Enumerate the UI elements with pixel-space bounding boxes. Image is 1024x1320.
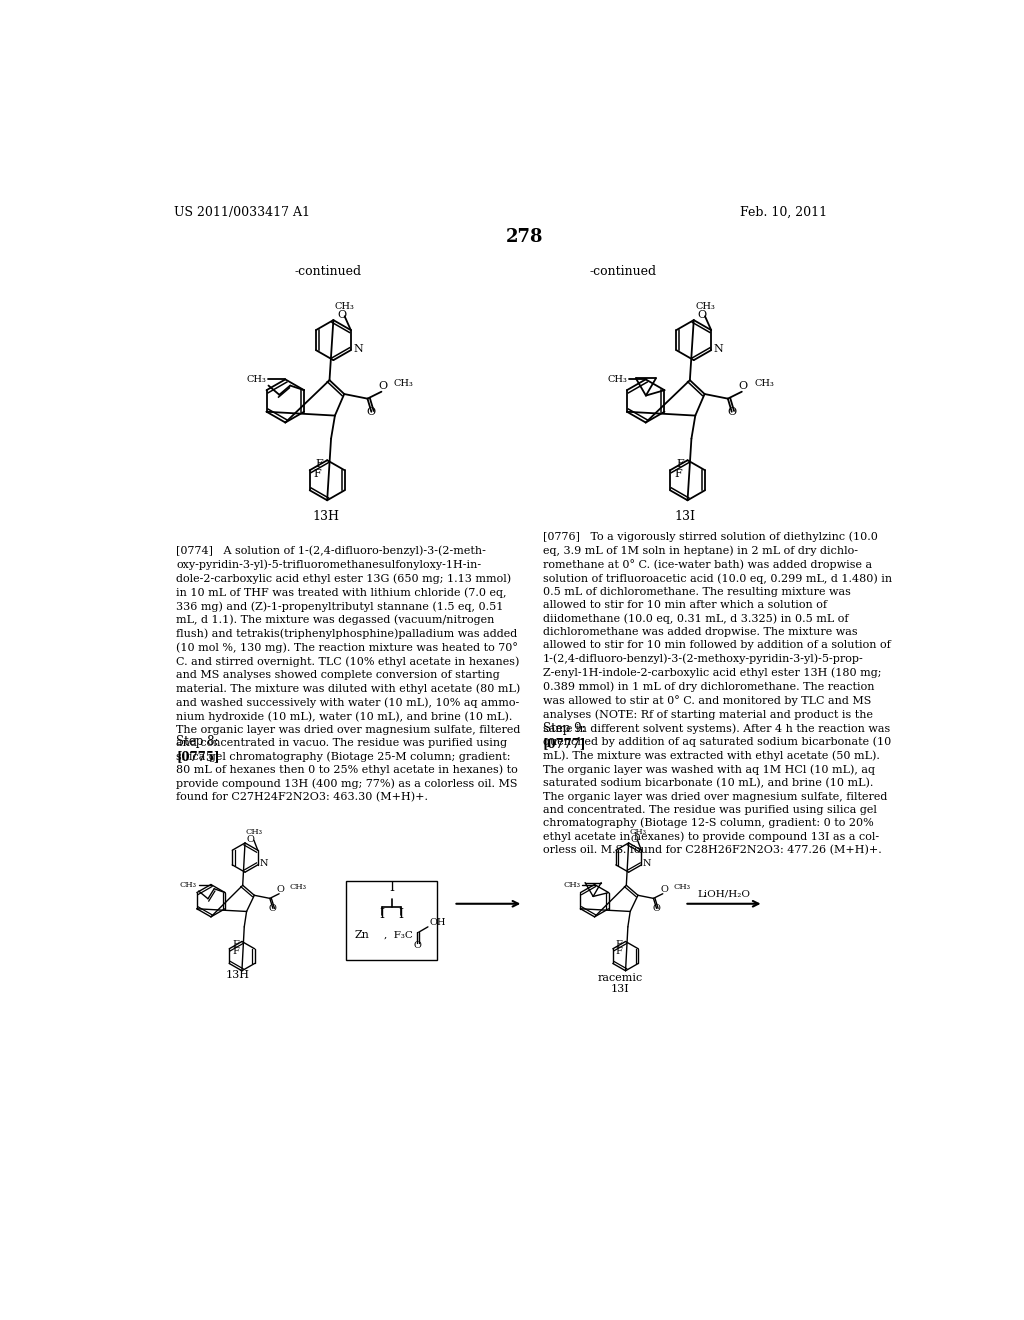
Text: 13H: 13H (226, 970, 250, 981)
Text: CH₃: CH₃ (290, 883, 307, 891)
Text: F: F (676, 459, 684, 469)
Text: CH₃: CH₃ (755, 379, 774, 388)
Text: CH₃: CH₃ (394, 379, 414, 388)
Text: racemic: racemic (597, 973, 643, 983)
Text: -continued: -continued (589, 265, 656, 279)
Text: O: O (727, 407, 736, 417)
Text: -continued: -continued (295, 265, 361, 279)
Text: CH₃: CH₃ (563, 880, 581, 888)
Text: [0777]: [0777] (543, 738, 586, 751)
Text: O: O (337, 310, 346, 319)
Text: F: F (232, 948, 240, 956)
Text: I: I (380, 908, 385, 920)
Text: O: O (631, 834, 638, 843)
Text: CH₃: CH₃ (674, 883, 690, 891)
Text: F: F (232, 940, 239, 949)
Text: N: N (643, 859, 651, 869)
Text: O: O (367, 407, 376, 417)
Text: F: F (615, 940, 623, 949)
Text: O: O (660, 886, 669, 894)
Text: CH₃: CH₃ (246, 828, 262, 836)
Text: [0775]: [0775] (176, 751, 219, 763)
Text: F: F (315, 459, 324, 469)
Text: I: I (389, 882, 394, 895)
Text: 278: 278 (506, 227, 544, 246)
Text: CH₃: CH₃ (335, 301, 354, 310)
Text: O: O (652, 904, 660, 913)
Text: Step 9:: Step 9: (543, 722, 586, 735)
Text: US 2011/0033417 A1: US 2011/0033417 A1 (174, 206, 310, 219)
Text: CH₃: CH₃ (695, 301, 715, 310)
FancyBboxPatch shape (346, 882, 437, 960)
Text: O: O (379, 381, 387, 392)
Text: O: O (697, 310, 707, 319)
Text: OH: OH (429, 917, 446, 927)
Text: O: O (269, 904, 276, 913)
Text: [0776]   To a vigorously stirred solution of diethylzinc (10.0
eq, 3.9 mL of 1M : [0776] To a vigorously stirred solution … (543, 532, 892, 855)
Text: O: O (738, 381, 748, 392)
Text: O: O (276, 886, 285, 894)
Text: N: N (259, 859, 268, 869)
Text: 13H: 13H (312, 511, 339, 523)
Text: Feb. 10, 2011: Feb. 10, 2011 (740, 206, 827, 219)
Text: CH₃: CH₃ (247, 375, 266, 384)
Text: 13I: 13I (610, 983, 630, 994)
Text: N: N (714, 345, 723, 355)
Text: O: O (414, 941, 422, 949)
Text: F: F (313, 469, 322, 479)
Text: ,  F₃C: , F₃C (384, 931, 413, 940)
Text: I: I (398, 908, 403, 920)
Text: Step 8:: Step 8: (176, 735, 218, 748)
Text: O: O (247, 834, 255, 843)
Text: CH₃: CH₃ (180, 880, 197, 888)
Text: F: F (674, 469, 682, 479)
Text: N: N (353, 345, 362, 355)
Text: CH₃: CH₃ (629, 828, 646, 836)
Text: [0774]   A solution of 1-(2,4-difluoro-benzyl)-3-(2-meth-
oxy-pyridin-3-yl)-5-tr: [0774] A solution of 1-(2,4-difluoro-ben… (176, 545, 520, 803)
Text: CH₃: CH₃ (607, 375, 627, 384)
Text: LiOH/H₂O: LiOH/H₂O (697, 890, 751, 898)
Text: Zn: Zn (354, 929, 370, 940)
Text: F: F (615, 948, 623, 956)
Text: 13I: 13I (674, 511, 695, 523)
